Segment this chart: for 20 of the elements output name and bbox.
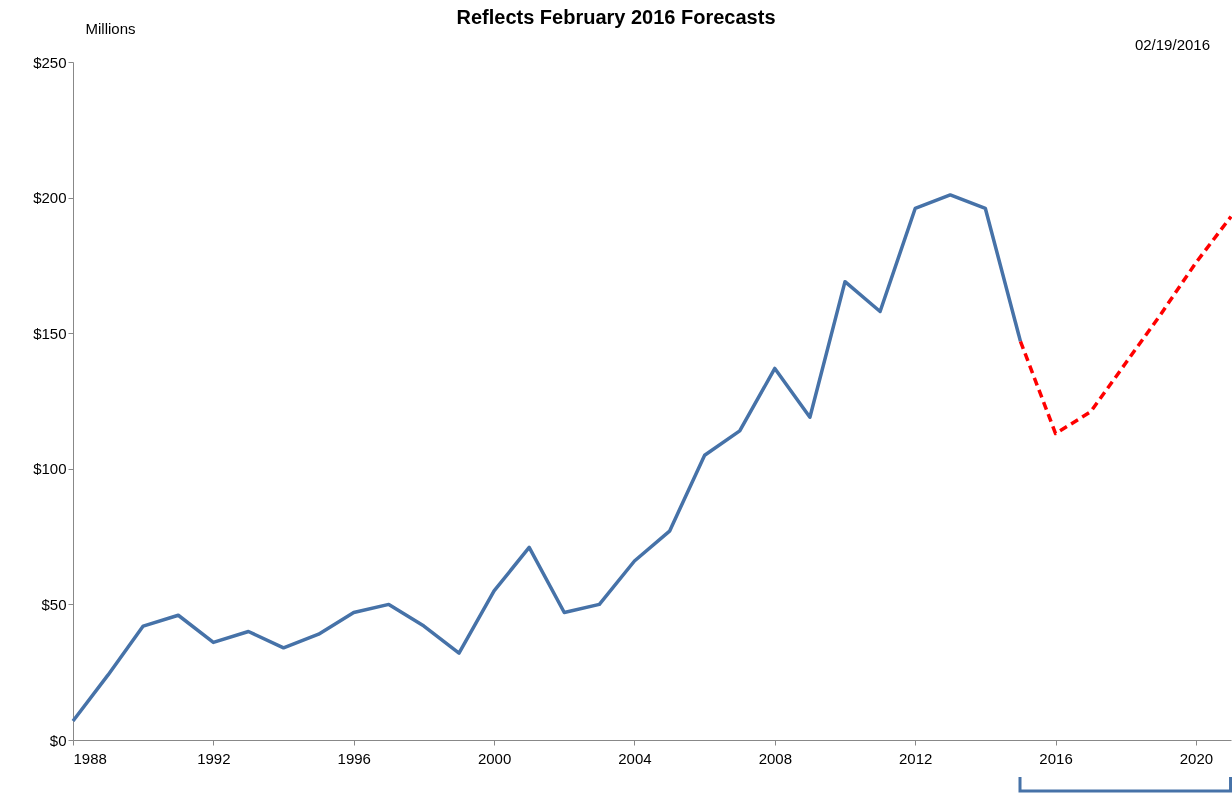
x-tick-label: 2008 [758,749,793,767]
line-series [1018,214,1232,436]
y-tick-label: $50 [41,595,67,613]
x-tick-label: 1992 [197,749,231,767]
chart-title: Reflects February 2016 Forecasts [456,6,776,28]
x-tick-label: 2012 [898,749,933,767]
text: 02/19/2016 [1134,36,1210,53]
x-tick-label: 2000 [477,749,512,767]
y-axis-title: Millions [85,19,136,37]
y-tick-label: $150 [33,324,67,342]
x-tick-label: 2004 [618,749,652,767]
y-tick-label: $100 [33,460,67,478]
y-tick-label: $250 [33,53,67,71]
x-tick-label: 1988 [73,749,107,767]
x-tick-label: 1996 [337,749,371,767]
y-tick-label: $0 [49,731,67,749]
line-series [71,193,1023,723]
x-tick-label: 2016 [1039,749,1073,767]
x-tick-label: 2020 [1179,749,1214,767]
y-tick-label: $200 [33,189,67,207]
